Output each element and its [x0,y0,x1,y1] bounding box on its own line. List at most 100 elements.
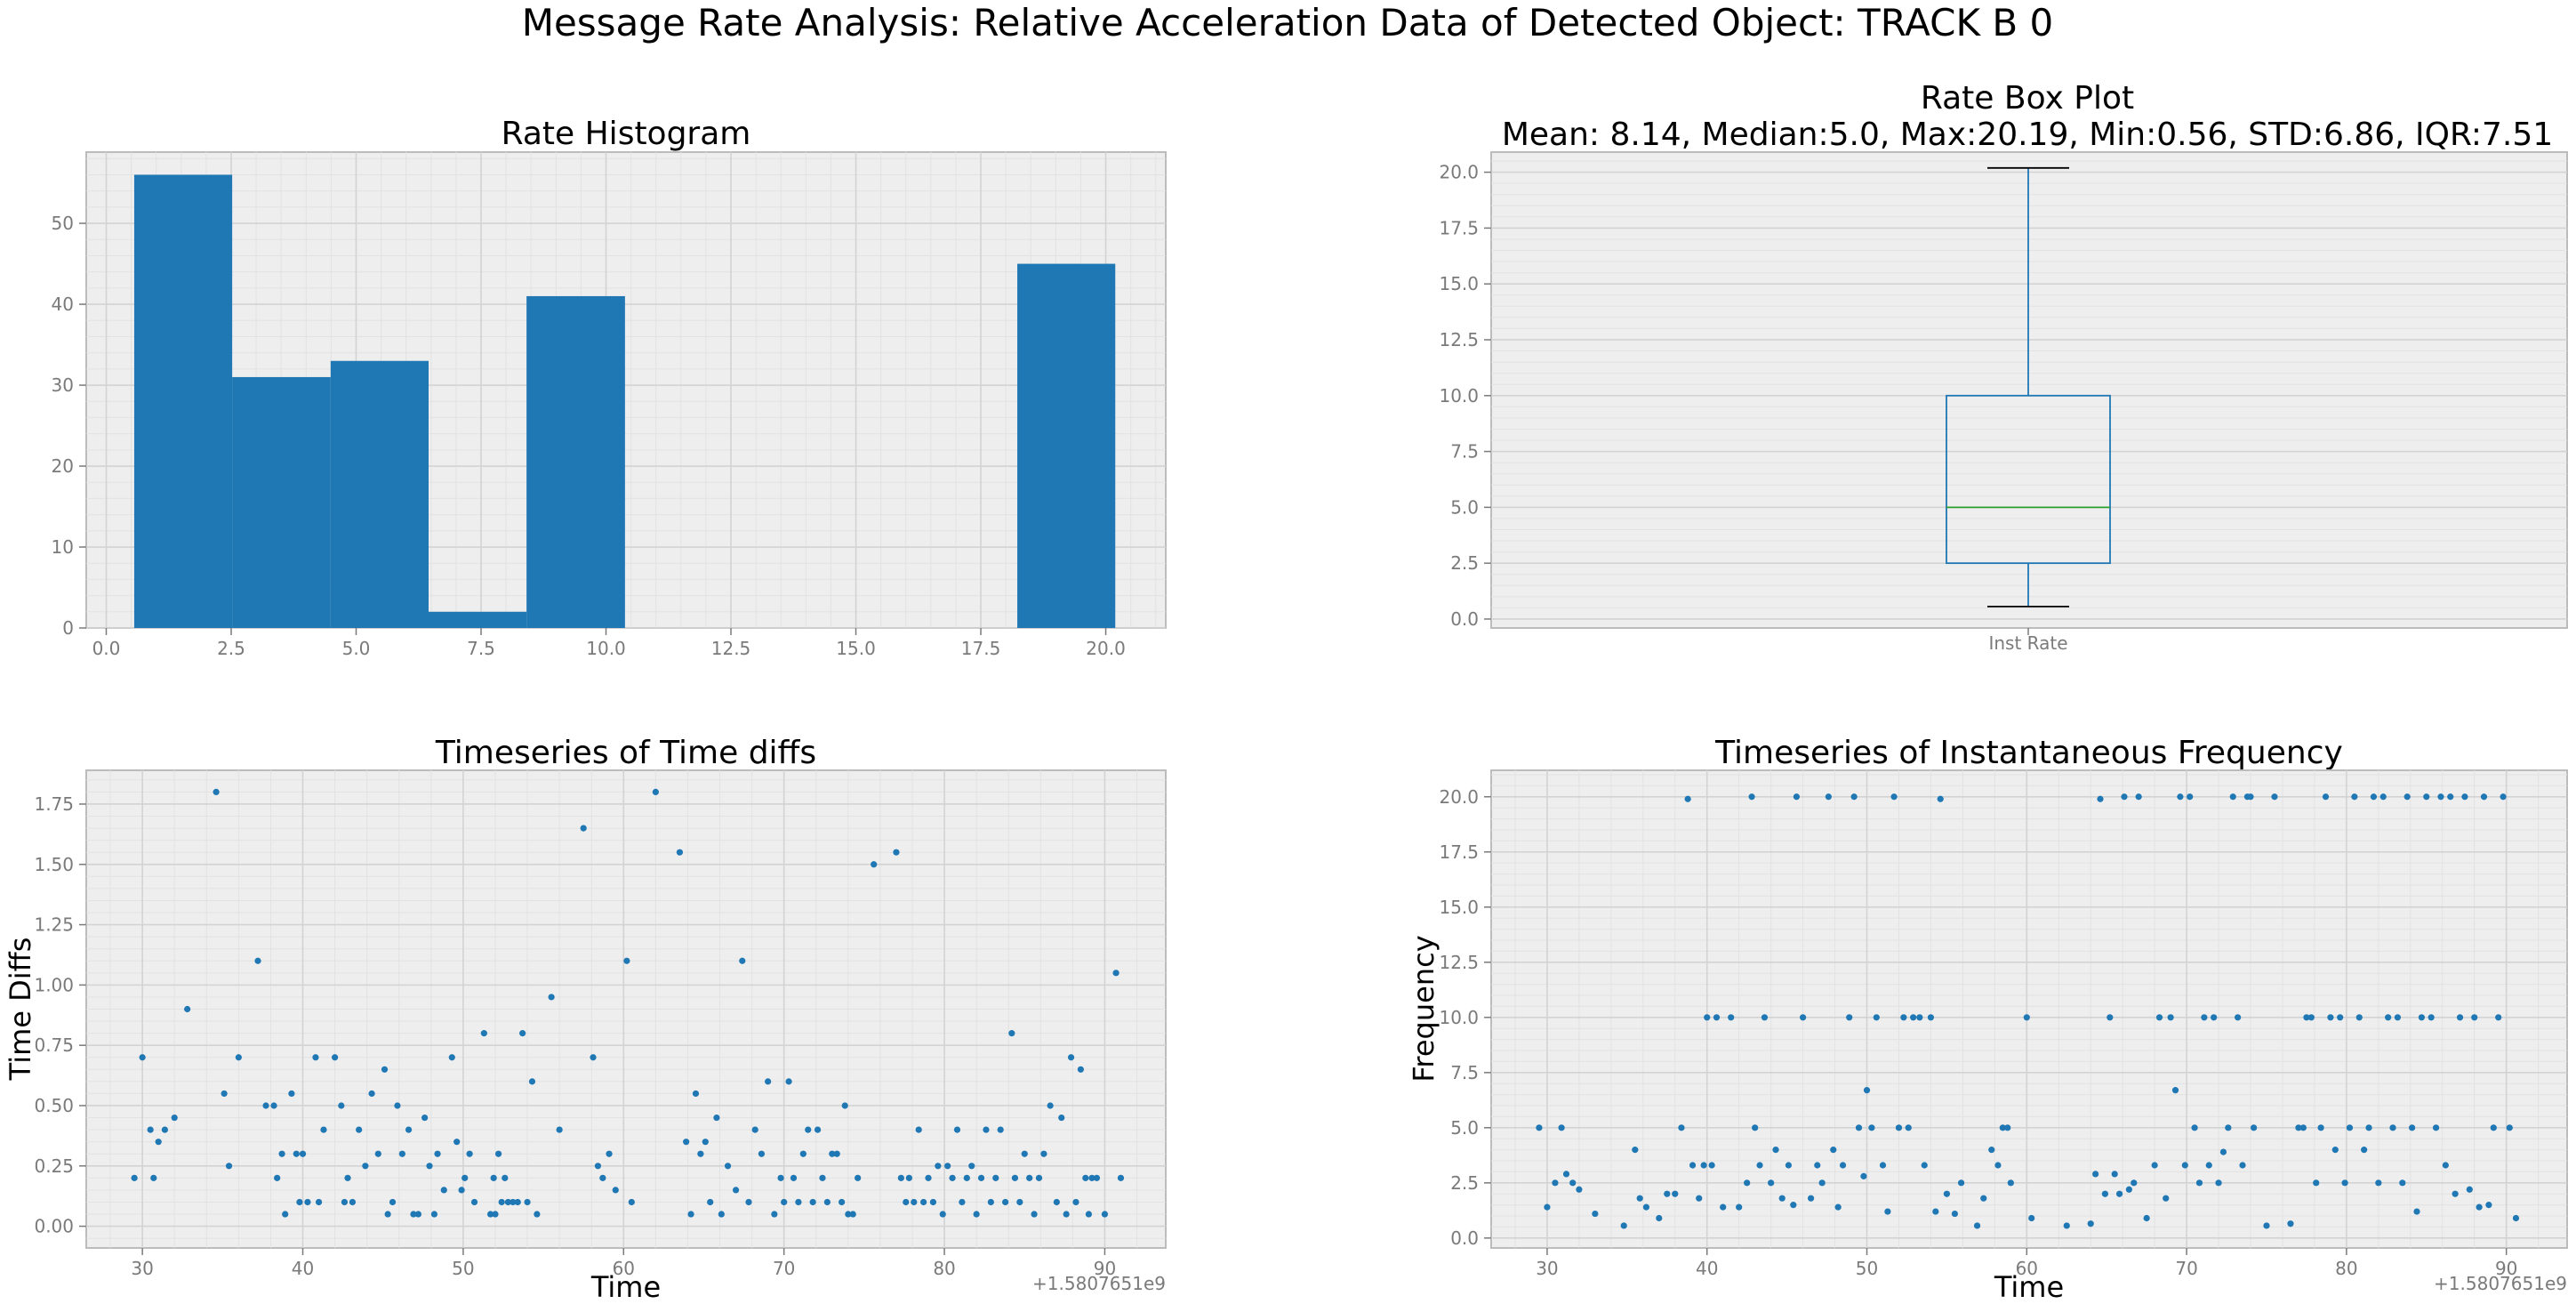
instfreq-point [2337,1014,2344,1021]
instfreq-point [1799,1014,1807,1021]
instfreq-point [2115,1190,2123,1197]
timediffs-point [968,1163,975,1170]
timediffs-point [939,1211,946,1218]
timediffs-point [315,1198,323,1206]
instfreq-point [2181,1162,2188,1169]
instfreq-point [1900,1014,1907,1021]
instfreq-point [2004,1124,2011,1131]
timediffs-point [414,1211,421,1218]
instfreq-title: Timeseries of Instantaneous Frequency [1714,735,2343,771]
timediffs-point [534,1211,541,1218]
instfreq-point [1868,1124,1875,1131]
instfreq-point [1672,1190,1679,1197]
instfreq-point [1761,1014,1769,1021]
instfreq-point [1932,1208,1939,1215]
timediffs-point [235,1054,242,1061]
timediffs-points [131,788,1125,1218]
timediffs-title: Timeseries of Time diffs [435,735,816,771]
instfreq-point [1793,793,1801,801]
instfreq-point [2131,1179,2138,1187]
instfreq-point [1678,1124,1685,1131]
timediffs-point [814,1126,822,1133]
instfreq-y-ticks: 0.0 2.5 5.0 7.5 10.0 12.5 15.0 17.5 20.0 [1439,786,1491,1249]
timediffs-point [702,1139,709,1146]
timediffs-point [809,1198,816,1206]
timediffs-point [580,825,587,832]
instfreq-point [1689,1162,1697,1169]
timediffs-point [1008,1030,1015,1037]
instfreq-point [2480,793,2488,801]
instfreq-x-ticks: 30 40 50 60 70 80 90 [1536,1248,2517,1279]
boxplot-subtitle: Mean: 8.14, Median:5.0, Max:20.19, Min:0… [1502,117,2553,153]
timediffs-y-tick-label: 1.00 [34,974,74,995]
instfreq-point [2271,793,2278,801]
histogram-bar [526,295,625,628]
instfreq-point [2466,1186,2473,1193]
instfreq-point [2205,1162,2212,1169]
timediffs-point [997,1126,1004,1133]
timediffs-point [524,1198,531,1206]
instfreq-point [1890,793,1898,801]
timediffs-point [915,1126,922,1133]
boxplot-y-tick-label: 10.0 [1439,385,1479,406]
timediffs-point [548,994,555,1001]
timediffs-point [992,1174,999,1181]
timediffs-y-tick-label: 0.25 [34,1155,74,1177]
timediffs-point [953,1126,961,1133]
timediffs-point [341,1198,349,1206]
timediffs-point [139,1054,146,1061]
timediffs-point [374,1150,381,1157]
timediffs-point [304,1198,311,1206]
timediffs-point [599,1174,606,1181]
instfreq-point [1825,793,1832,801]
instfreq-point [2471,1014,2478,1021]
timediffs-point [486,1211,494,1218]
instfreq-point [2135,793,2142,801]
instfreq-point [1632,1147,1639,1154]
instfreq-point [2263,1222,2270,1229]
timediffs-point [1077,1066,1084,1073]
instfreq-point [2327,1014,2334,1021]
instfreq-point [2107,1014,2114,1021]
boxplot-category-label: Inst Rate [1988,632,2067,654]
histogram-y-tick-label: 20 [52,455,74,477]
instfreq-point [2403,793,2411,801]
instfreq-point [1576,1186,1583,1193]
histogram-bar [428,611,527,628]
instfreq-x-tick-label: 90 [2495,1258,2517,1279]
timediffs-point [338,1102,345,1109]
timediffs-point [349,1198,357,1206]
timediffs-y-tick-label: 1.25 [34,914,74,936]
timediffs-point [502,1174,509,1181]
instfreq-point [2101,1190,2109,1197]
timediffs-point [765,1078,772,1085]
instfreq-point [1884,1208,1891,1215]
timediffs-point [833,1150,840,1157]
timediffs-point [1026,1174,1033,1181]
instfreq-point [1728,1014,1735,1021]
timediffs-point [628,1198,635,1206]
timediffs-point [147,1126,154,1133]
instfreq-point [2313,1179,2320,1187]
timediffs-point [929,1198,937,1206]
timediffs-point [839,1198,846,1206]
instfreq-point [1846,1014,1853,1021]
instfreq-point [1696,1195,1703,1202]
timediffs-point [362,1163,369,1170]
histogram-x-tick-label: 15.0 [836,638,876,659]
instfreq-point [1569,1179,1577,1187]
timediffs-point [278,1150,285,1157]
instfreq-point [1957,1179,1965,1187]
instfreq-point [1536,1124,1543,1131]
timediffs-point [494,1150,502,1157]
timediffs-point [1093,1174,1101,1181]
instfreq-point [1756,1162,1763,1169]
timediffs-point [221,1090,228,1098]
instfreq-point [1943,1190,1951,1197]
instfreq-point [1905,1124,1912,1131]
instfreq-point [2239,1162,2246,1169]
timediffs-x-ticks: 30 40 50 60 70 80 90 [131,1248,1116,1279]
timediffs-point [398,1150,405,1157]
timediffs-point [421,1114,429,1122]
timediffs-point [692,1090,700,1098]
